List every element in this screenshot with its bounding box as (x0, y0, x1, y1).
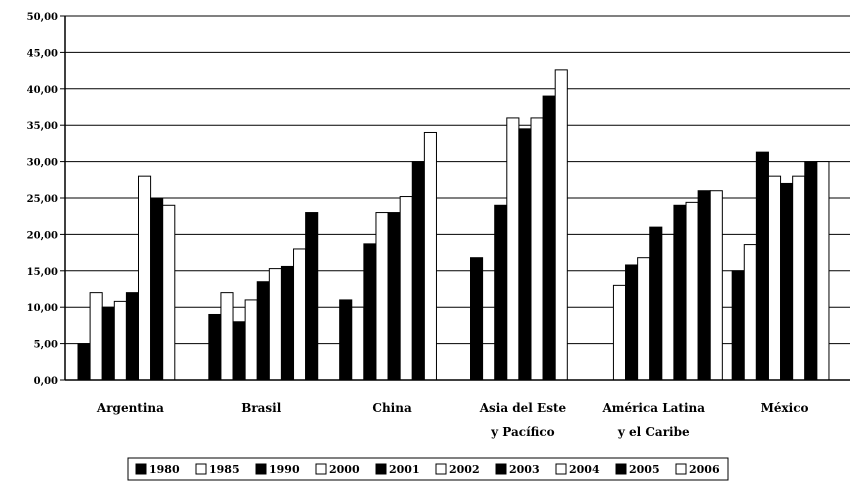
bar-1980-2 (339, 299, 353, 381)
bar-1990-2 (363, 243, 377, 381)
legend-label: 2006 (689, 463, 720, 476)
bar-2004-1 (293, 248, 307, 381)
category-label: y Pacífico (490, 425, 555, 439)
bar-2005-1 (305, 212, 319, 381)
y-axis-ticks: 0,00 5,00 10,00 15,00 20,00 25,00 30,00 35,00 40… (27, 12, 65, 387)
category-label: Brasil (241, 401, 282, 415)
category-label: Asia del Este (479, 401, 567, 415)
legend-label: 2002 (449, 463, 480, 476)
y-tick-label: 10,00 (27, 303, 58, 314)
bar-2004-4 (685, 201, 699, 381)
bar-1980-5 (731, 270, 745, 381)
legend-swatch (315, 463, 327, 475)
bar-2002-5 (792, 175, 806, 381)
bar-1990-0 (101, 306, 115, 381)
y-tick-label: 0,00 (34, 376, 58, 387)
bar-1980-1 (208, 313, 222, 381)
bar-2001-2 (387, 212, 401, 381)
bar-2002-4 (661, 233, 675, 381)
bar-1985-2 (351, 306, 365, 381)
bar-1985-5 (743, 244, 757, 381)
y-tick-label: 30,00 (27, 158, 58, 169)
bar-2000-1 (244, 299, 258, 381)
bar-2001-0 (125, 292, 140, 381)
legend-label: 1990 (269, 463, 300, 476)
bar-1980-3 (470, 257, 484, 381)
bar-1990-3 (494, 204, 508, 381)
legend-swatch (375, 463, 387, 475)
bar-2000-2 (375, 212, 389, 381)
bar-2001-1 (256, 281, 270, 381)
category-label: y el Caribe (617, 425, 690, 439)
y-tick-label: 50,00 (27, 12, 58, 23)
bar-2003-1 (280, 265, 295, 381)
grid-lines (65, 15, 850, 381)
legend-box (127, 457, 729, 481)
bar-2000-4 (637, 257, 651, 381)
bar-1985-0 (89, 292, 103, 381)
bars (77, 69, 830, 381)
legend-swatch (255, 463, 267, 475)
y-tick-label: 25,00 (27, 194, 58, 205)
y-tick-label: 40,00 (27, 85, 58, 96)
bar-2000-0 (113, 300, 127, 381)
bar-2003-0 (150, 197, 164, 381)
legend-swatch (135, 463, 147, 475)
legend-swatch (675, 463, 687, 475)
bar-2003-3 (542, 95, 556, 381)
legend: 1980 1985 1990 2000 2001 2002 2003 2004 2005 2006 (127, 457, 729, 481)
y-tick-label: 20,00 (27, 230, 58, 241)
legend-label: 2000 (329, 463, 360, 476)
bar-2000-5 (767, 175, 782, 381)
legend-label: 2003 (509, 463, 540, 476)
bar-2004-3 (554, 69, 568, 381)
bar-1980-0 (77, 343, 91, 381)
legend-label: 1980 (149, 463, 180, 476)
bar-2000-3 (506, 117, 520, 381)
category-label: Argentina (96, 401, 164, 415)
bar-2002-1 (268, 268, 282, 381)
category-label: México (761, 401, 809, 415)
bar-1990-4 (625, 264, 639, 381)
y-tick-label: 35,00 (27, 121, 58, 132)
bar-2002-0 (138, 175, 152, 381)
legend-label: 1985 (209, 463, 240, 476)
category-label: China (372, 401, 412, 415)
legend-swatch (435, 463, 447, 475)
legend-swatch (555, 463, 567, 475)
bar-1990-5 (755, 151, 769, 381)
legend-swatch (615, 463, 627, 475)
bar-2005-4 (697, 190, 711, 381)
bar-2003-4 (673, 204, 687, 381)
y-tick-label: 15,00 (27, 267, 58, 278)
category-label: América Latina (601, 401, 705, 415)
y-tick-label: 5,00 (34, 340, 58, 351)
bar-2003-5 (804, 161, 818, 381)
bar-2001-5 (780, 182, 794, 381)
legend-swatch (195, 463, 207, 475)
bar-2006-4 (709, 190, 723, 381)
bar-1985-1 (220, 292, 234, 381)
y-tick-label: 45,00 (27, 48, 58, 59)
bar-2004-5 (816, 161, 830, 381)
axes (64, 16, 850, 381)
category-labels: Argentina Brasil China Asia del Este y Pacíf… (96, 401, 809, 439)
bar-2004-0 (162, 204, 176, 381)
bar-2003-2 (411, 161, 425, 381)
legend-label: 2004 (569, 463, 600, 476)
bar-2002-2 (399, 196, 413, 381)
legend-label: 2005 (629, 463, 660, 476)
bar-2004-2 (423, 131, 437, 381)
legend-label: 2001 (389, 463, 420, 476)
bar-2001-3 (518, 128, 532, 381)
legend-swatch (495, 463, 507, 475)
bar-2001-4 (649, 226, 663, 381)
bar-2002-3 (530, 117, 544, 381)
bar-1990-1 (232, 321, 246, 381)
bar-1985-4 (612, 284, 627, 381)
